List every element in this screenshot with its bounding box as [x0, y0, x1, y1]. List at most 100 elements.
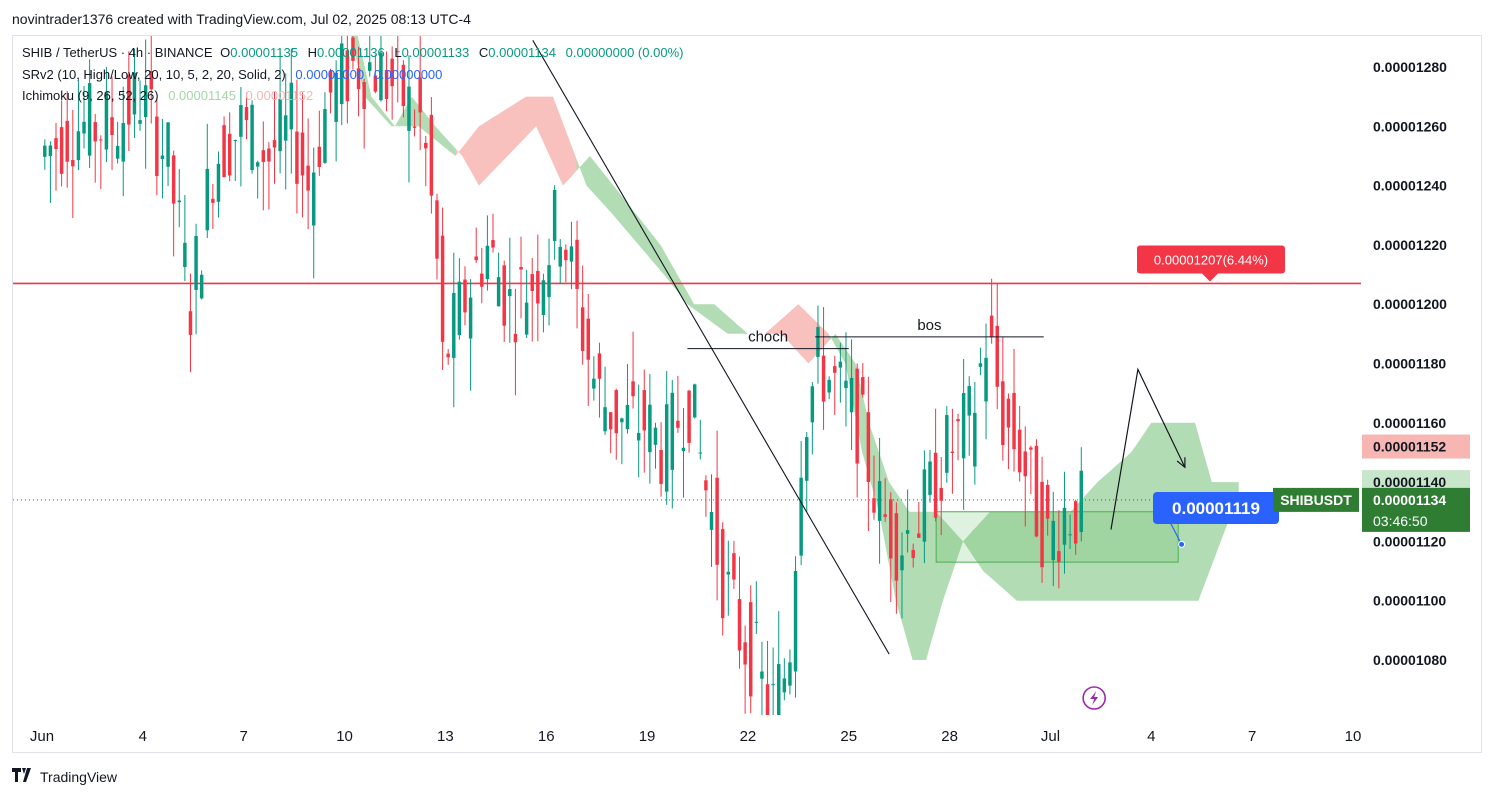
- x-tick-label: 10: [336, 728, 353, 745]
- candle-down: [244, 92, 249, 140]
- x-tick-label: 25: [840, 728, 857, 745]
- candle-up: [552, 185, 557, 260]
- candle-up: [43, 139, 47, 170]
- last-price-axis-value: 0.00001134: [1373, 492, 1446, 508]
- candle-up: [379, 36, 383, 102]
- candle-down: [872, 455, 876, 520]
- candle-down: [743, 625, 747, 714]
- candle-up: [1062, 471, 1067, 574]
- x-tick-label: Jun: [30, 728, 54, 745]
- candle-down: [502, 260, 506, 343]
- candle-down: [1045, 479, 1050, 536]
- symbol-tag[interactable]: SHIBUSDT: [1273, 487, 1359, 512]
- x-tick-label: 7: [240, 728, 248, 745]
- candle-down: [614, 388, 618, 460]
- legend-srv2-value2: 0.00000000: [373, 67, 443, 82]
- candles: [43, 36, 1084, 715]
- candle-down: [866, 376, 871, 532]
- candle-up: [205, 123, 210, 239]
- projection-arrowhead: [1176, 457, 1186, 469]
- candle-up: [311, 147, 316, 279]
- candle-down: [65, 90, 69, 188]
- candle-down: [933, 408, 938, 522]
- candle-down: [704, 475, 708, 517]
- candle-down: [1023, 426, 1027, 527]
- y-tick-label: 0.00001240: [1373, 178, 1447, 194]
- candle-up: [698, 419, 703, 460]
- candle-down: [401, 60, 406, 118]
- candle-up: [810, 382, 815, 455]
- x-tick-label: 4: [139, 728, 147, 745]
- candle-down: [720, 522, 725, 636]
- candle-up: [692, 383, 697, 419]
- x-tick-label: Jul: [1041, 728, 1060, 745]
- bar-countdown: 03:46:50: [1373, 513, 1428, 529]
- candle-up: [844, 332, 848, 427]
- symbol-tag-label: SHIBUSDT: [1280, 492, 1352, 508]
- candle-down: [586, 294, 590, 406]
- candle-down: [300, 92, 305, 218]
- lightning-bolt-icon[interactable]: [1082, 686, 1106, 710]
- candle-up: [166, 122, 170, 187]
- candle-up: [793, 556, 798, 698]
- candle-up: [496, 252, 501, 307]
- candle-down: [446, 349, 450, 365]
- price-marker-tag[interactable]: 0.00001119: [1153, 492, 1279, 548]
- ichimoku-cloud-bullish: [351, 36, 456, 156]
- candle-down: [491, 213, 495, 253]
- candle-up: [368, 36, 372, 77]
- candle-up: [132, 48, 137, 138]
- candle-down: [676, 375, 680, 433]
- candle-up: [468, 279, 473, 391]
- legend-srv2[interactable]: SRv2 (10, High/Low, 20, 10, 5, 2, 20, So…: [22, 67, 448, 82]
- legend-ichimoku[interactable]: Ichimoku (9, 26, 52, 26) 0.00001145 0.00…: [22, 88, 319, 103]
- x-tick-label: 16: [538, 728, 555, 745]
- candle-down: [833, 355, 837, 415]
- candle-down: [155, 99, 159, 196]
- candle-down: [861, 362, 865, 398]
- candle-down: [989, 278, 994, 344]
- downtrend-line[interactable]: [532, 40, 890, 655]
- candle-up: [569, 221, 574, 290]
- y-tick-label: 0.00001260: [1373, 118, 1447, 134]
- candle-down: [222, 116, 226, 178]
- projection-path[interactable]: [1110, 367, 1186, 530]
- candle-down: [1006, 393, 1011, 470]
- ichimoku-cloud-bearish: [455, 96, 577, 186]
- legend-symbol[interactable]: SHIB / TetherUS · 4h · BINANCE: [22, 45, 213, 60]
- candle-down: [732, 540, 736, 589]
- tradingview-brand[interactable]: TradingView: [12, 768, 117, 786]
- resistance-price-tag[interactable]: 0.00001207(6.44%): [1137, 245, 1285, 282]
- legend-ichimoku-value2: 0.00001152: [245, 88, 314, 103]
- candle-up: [48, 141, 53, 203]
- candle-up: [945, 406, 949, 483]
- candle-up: [788, 649, 792, 695]
- y-tick-label: 0.00001200: [1373, 296, 1447, 312]
- y-tick-label: 0.00001160: [1373, 415, 1446, 431]
- candle-down: [351, 36, 355, 70]
- candle-up: [104, 67, 109, 163]
- candle-down: [373, 54, 378, 94]
- candle-up: [87, 59, 92, 169]
- candle-up: [143, 39, 148, 169]
- plot-area[interactable]: choch bos: [13, 7, 1361, 772]
- candle-up: [726, 540, 731, 616]
- candle-up: [177, 169, 181, 228]
- candle-up: [838, 342, 843, 403]
- candle-up: [547, 238, 551, 326]
- candle-down: [429, 97, 434, 214]
- legend-high-label: H: [307, 45, 317, 60]
- tradingview-logo-icon: [12, 768, 36, 786]
- candle-up: [816, 305, 820, 384]
- candle-down: [855, 363, 859, 498]
- candle-down: [188, 273, 193, 373]
- y-tick-label: 0.00001280: [1373, 59, 1447, 75]
- candle-up: [961, 358, 966, 510]
- candle-down: [71, 109, 75, 219]
- x-tick-label: 13: [437, 728, 454, 745]
- candle-up: [283, 73, 288, 190]
- ichimoku-b-axis-label: 0.00001152: [1362, 434, 1470, 459]
- candle-down: [1012, 348, 1016, 472]
- candle-down: [384, 51, 389, 112]
